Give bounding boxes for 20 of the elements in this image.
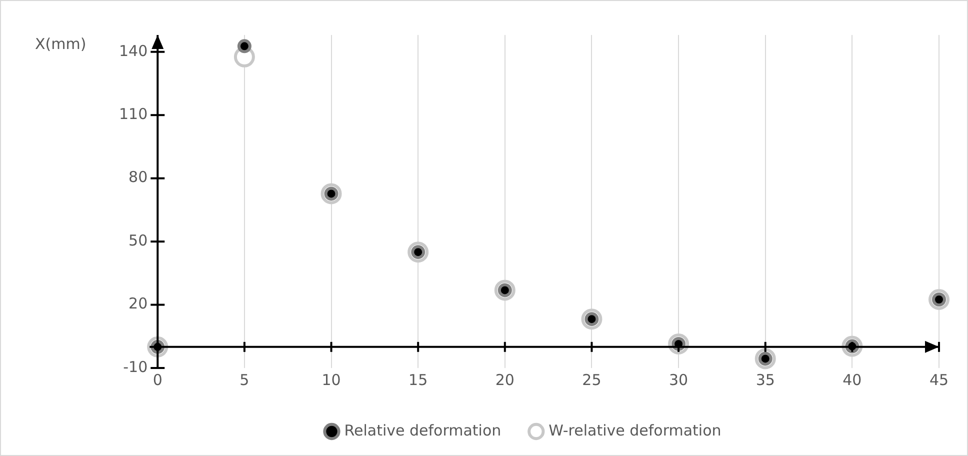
x-tick-label: 35 <box>756 370 775 389</box>
legend-label: W-relative deformation <box>548 421 722 440</box>
y-tick-label: 80 <box>128 168 148 186</box>
x-tick-label: 40 <box>842 370 862 389</box>
y-tick-label: 20 <box>128 294 148 313</box>
x-tick-label: 0 <box>152 370 162 389</box>
y-tick-label: 50 <box>128 231 148 250</box>
x-tick-label: 10 <box>322 370 341 389</box>
point <box>237 39 252 54</box>
x-tick-label: 5 <box>240 370 250 389</box>
y-tick-label: -10 <box>123 358 148 376</box>
y-tick-label: 110 <box>118 104 148 123</box>
y-axis-title: X(mm) <box>35 34 86 53</box>
y-tick-label: 140 <box>118 42 148 60</box>
x-tick-label: 15 <box>408 370 428 389</box>
x-tick-label: 25 <box>582 370 602 389</box>
x-tick-label: 30 <box>668 370 688 389</box>
legend-label: Relative deformation <box>344 421 502 440</box>
x-tick-label: 20 <box>495 370 514 389</box>
x-tick-label: 45 <box>929 370 949 389</box>
